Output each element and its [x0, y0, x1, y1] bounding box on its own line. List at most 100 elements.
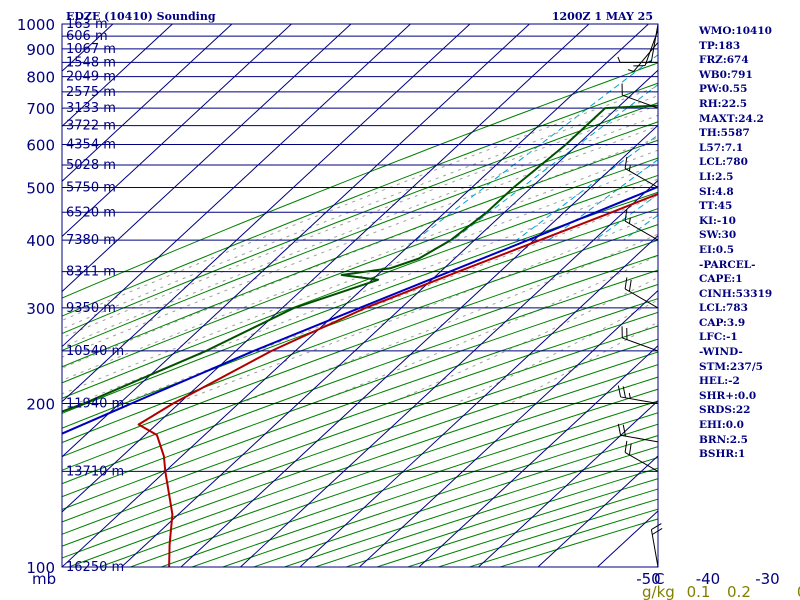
wind-barb: [627, 42, 659, 72]
wind-barb-flag: [651, 523, 662, 531]
parcel-line: [62, 185, 658, 435]
wind-barb-staff: [624, 168, 659, 188]
height-label: 13710 m: [66, 464, 124, 479]
pressure-tick-label: 400: [26, 232, 55, 250]
mixing-ratio-tick-label: 0.6: [797, 583, 800, 600]
wind-barb-staff: [624, 451, 659, 472]
wind-barb-flag: [627, 69, 634, 72]
wind-barb-flag: [624, 440, 628, 453]
height-label: 8311 m: [66, 265, 116, 280]
isotherm: [62, 24, 292, 238]
wind-barb: [617, 423, 659, 443]
pressure-tick-label: 100: [26, 559, 55, 577]
wind-barb-flag: [624, 209, 628, 222]
isotherm: [359, 289, 658, 567]
wind-barb-flag: [624, 156, 628, 169]
parameter-item: SHR+:0.0: [699, 389, 757, 402]
parameter-item: -PARCEL-: [699, 258, 756, 271]
isotherm: [62, 24, 649, 567]
wind-barb-flag: [628, 165, 631, 172]
parameter-item: TT:45: [699, 200, 733, 213]
temperature-tick-label: -30: [755, 570, 780, 588]
parameter-item: SRDS:22: [699, 404, 751, 417]
isotherm: [418, 345, 658, 567]
height-label: 1067 m: [66, 42, 116, 57]
wind-barb: [633, 29, 659, 67]
parameter-item: BRN:2.5: [699, 433, 748, 446]
height-label: 6520 m: [66, 205, 116, 220]
height-label: 4354 m: [66, 137, 116, 152]
dewpoint-line: [62, 104, 658, 413]
parameter-item: FRZ:674: [699, 54, 749, 67]
parameter-item: LFC:-1: [699, 331, 738, 344]
parameter-item: SW:30: [699, 229, 737, 242]
parameter-item: KI:-10: [699, 214, 736, 227]
parameter-item: LCL:780: [699, 156, 748, 169]
height-label: 1548 m: [66, 55, 116, 70]
chart-title: EDZE (10410) Sounding: [66, 10, 216, 23]
parameter-item: RH:22.5: [699, 97, 748, 110]
dry-adiabat: [62, 82, 658, 317]
moist-adiabat: [62, 149, 658, 381]
parameter-item: EI:0.5: [699, 243, 735, 256]
pressure-tick-label: 900: [26, 41, 55, 59]
wind-barb-flag: [617, 385, 622, 398]
pressure-tick-label: 700: [26, 100, 55, 118]
height-label: 10540 m: [66, 344, 124, 359]
parcel-trace: [62, 185, 658, 435]
parameter-item: BSHR:1: [699, 448, 746, 461]
parameter-item: MAXT:24.2: [699, 112, 764, 125]
height-labels: 16250 m 13710 m 11940 m 10540 m 9350 m 8311 m…: [66, 17, 124, 575]
wind-barb: [624, 209, 659, 241]
parameter-item: STM:237/5: [699, 360, 763, 373]
mixing-ratio-unit-label: g/kg: [642, 583, 675, 600]
temperature-tick-label: -50: [636, 570, 661, 588]
parameter-item: WMO:10410: [699, 25, 772, 37]
height-label: 16250 m: [66, 560, 124, 575]
pressure-tick-label: 500: [26, 179, 55, 197]
mixing-ratio-tick-label: 0.2: [727, 583, 751, 600]
wind-barb-staff: [633, 42, 659, 72]
wind-barb-staff: [644, 29, 659, 66]
height-label: 163 m: [66, 17, 108, 32]
wind-barb-staff: [622, 337, 659, 352]
wind-barb: [624, 156, 659, 188]
moist-adiabat: [389, 277, 658, 404]
height-label: 2575 m: [66, 85, 116, 100]
mixing-ratio-tick-labels: 0.10.20.61.02.03.05.010.020.040.0: [687, 583, 800, 600]
dewpoint-trace: [62, 104, 658, 413]
wind-barb: [621, 83, 659, 109]
wind-barb-flag: [622, 386, 626, 398]
wind-barb-staff: [620, 434, 659, 443]
pressure-unit-label: mb: [32, 570, 56, 588]
parameter-item: PW:0.55: [699, 83, 748, 96]
parameter-item: CINH:53319: [699, 287, 773, 300]
parameter-item: HEL:-2: [699, 375, 740, 388]
wind-barb-flag: [652, 528, 663, 535]
wind-barb-staff: [624, 220, 659, 241]
parameter-item: -WIND-: [699, 346, 743, 359]
isotherm: [62, 24, 530, 458]
temperature-trace: [137, 192, 658, 567]
pressure-tick-label: 200: [26, 396, 55, 414]
parameter-item: TH:5587: [699, 127, 750, 140]
isotherm: [62, 24, 590, 513]
parameter-item: SI:4.8: [699, 185, 734, 198]
wind-barbs: [617, 23, 663, 568]
wind-barb-staff: [622, 94, 659, 109]
parameter-item: LI:2.5: [699, 170, 734, 183]
parameter-item: TP:183: [699, 39, 741, 52]
wind-barb: [617, 385, 659, 405]
height-label: 606 m: [66, 29, 108, 44]
wind-barb-staff: [624, 288, 659, 309]
height-label: 5750 m: [66, 180, 116, 195]
wind-barb-flag: [624, 277, 628, 289]
dry-adiabat: [62, 102, 658, 335]
pressure-tick-label: 1000: [17, 16, 55, 34]
wind-barb: [650, 523, 663, 568]
parameter-item: WB0:791: [699, 68, 753, 81]
isotherm: [62, 24, 352, 293]
moist-adiabat: [76, 178, 658, 404]
isotherm: [62, 24, 471, 403]
